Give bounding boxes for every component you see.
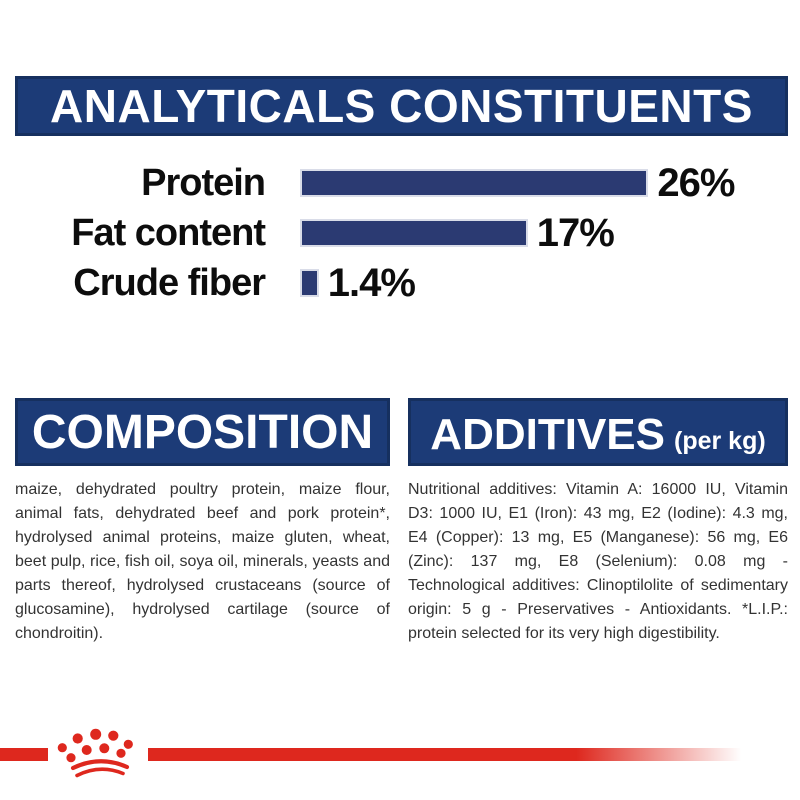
analyticals-bar-chart: Protein 26% Fat content 17% Crude fiber …	[0, 161, 800, 305]
chart-row-crude-fiber: Crude fiber 1.4%	[0, 261, 800, 305]
chart-value-protein: 26%	[657, 161, 735, 205]
page-title: ANALYTICALS CONSTITUENTS	[50, 80, 753, 132]
chart-label-crude-fiber: Crude fiber	[73, 262, 266, 304]
bar-fat-content	[300, 219, 528, 247]
chart-label-protein: Protein	[141, 162, 266, 204]
header-banner: ANALYTICALS CONSTITUENTS	[15, 76, 788, 136]
footer-red-line-left	[0, 748, 48, 761]
chart-label-fat-content: Fat content	[71, 212, 266, 254]
bar-crude-fiber	[300, 269, 319, 297]
additives-banner: ADDITIVES (per kg)	[408, 398, 788, 466]
additives-section: ADDITIVES (per kg) Nutritional additives…	[408, 398, 788, 646]
composition-body-text: maize, dehydrated poultry protein, maize…	[15, 481, 390, 642]
additives-body-text: Nutritional additives: Vitamin A: 16000 …	[408, 481, 788, 642]
additives-title-suffix: (per kg)	[674, 427, 766, 455]
bar-protein	[300, 169, 649, 197]
royal-canin-crown-logo	[57, 728, 133, 778]
chart-value-fat-content: 17%	[536, 211, 615, 255]
composition-section: COMPOSITION maize, dehydrated poultry pr…	[15, 398, 390, 646]
additives-title: ADDITIVES	[430, 410, 665, 459]
footer-red-line-right	[148, 748, 760, 761]
composition-banner: COMPOSITION	[15, 398, 390, 466]
chart-value-crude-fiber: 1.4%	[327, 261, 416, 305]
chart-row-fat-content: Fat content 17%	[0, 211, 800, 255]
chart-row-protein: Protein 26%	[0, 161, 800, 205]
composition-title: COMPOSITION	[31, 405, 374, 459]
